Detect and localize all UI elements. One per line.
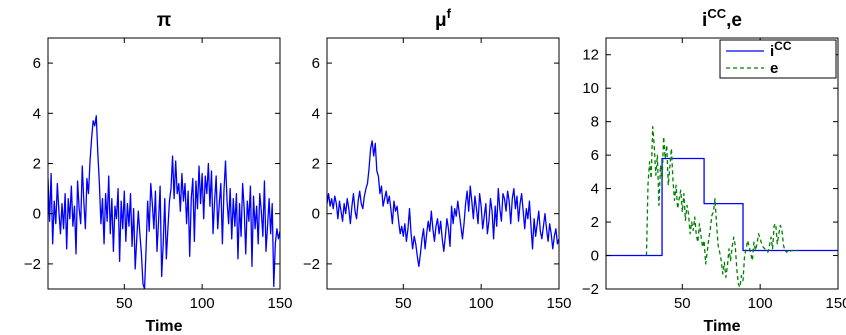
y-tick-label: 4 — [33, 105, 41, 122]
x-tick-label: 100 — [469, 295, 494, 312]
series-line-2 — [645, 126, 798, 288]
x-tick-label: 150 — [825, 295, 846, 312]
y-tick-label: 4 — [591, 181, 599, 198]
x-axis-label: Time — [145, 318, 182, 335]
legend-label-2: e — [770, 60, 778, 77]
y-tick-label: 0 — [33, 206, 41, 223]
y-tick-label: 8 — [591, 114, 599, 131]
x-tick-label: 50 — [395, 295, 412, 312]
series-line-1 — [606, 157, 838, 257]
y-tick-label: −2 — [303, 256, 320, 273]
x-tick-label: 150 — [267, 295, 292, 312]
panel-title: π — [157, 10, 172, 31]
x-axis-label: Time — [703, 318, 740, 335]
series-line-1 — [327, 140, 559, 268]
y-tick-label: 10 — [582, 80, 599, 97]
chart-panel-2: −2 0 2 4 6 50 100 150 μf — [303, 6, 572, 312]
panel-title: μf — [435, 6, 452, 31]
panel-title: iCC,e — [702, 6, 742, 31]
y-tick-label: 0 — [312, 206, 320, 223]
y-tick-label: −2 — [582, 281, 599, 298]
y-tick-label: 6 — [312, 55, 320, 72]
x-tick-label: 50 — [674, 295, 691, 312]
y-tick-label: 2 — [312, 156, 320, 173]
y-tick-label: 0 — [591, 248, 599, 265]
y-tick-label: 2 — [591, 214, 599, 231]
y-tick-label: 6 — [33, 55, 41, 72]
legend-label-1: iCC — [770, 39, 792, 60]
x-tick-label: 50 — [116, 295, 133, 312]
y-tick-label: 4 — [312, 105, 320, 122]
legend-box — [719, 39, 837, 79]
x-tick-label: 100 — [190, 295, 215, 312]
series-line-1 — [48, 115, 280, 289]
y-tick-label: 2 — [33, 156, 41, 173]
x-tick-label: 100 — [748, 295, 773, 312]
chart-panel-1: −2 0 2 4 6 50 100 150 π Time — [24, 10, 293, 335]
plot-frame — [326, 37, 560, 290]
y-tick-label: 6 — [591, 147, 599, 164]
x-tick-label: 150 — [546, 295, 571, 312]
y-tick-label: 12 — [582, 47, 599, 64]
plot-frame — [605, 37, 839, 290]
y-tick-label: −2 — [24, 256, 41, 273]
